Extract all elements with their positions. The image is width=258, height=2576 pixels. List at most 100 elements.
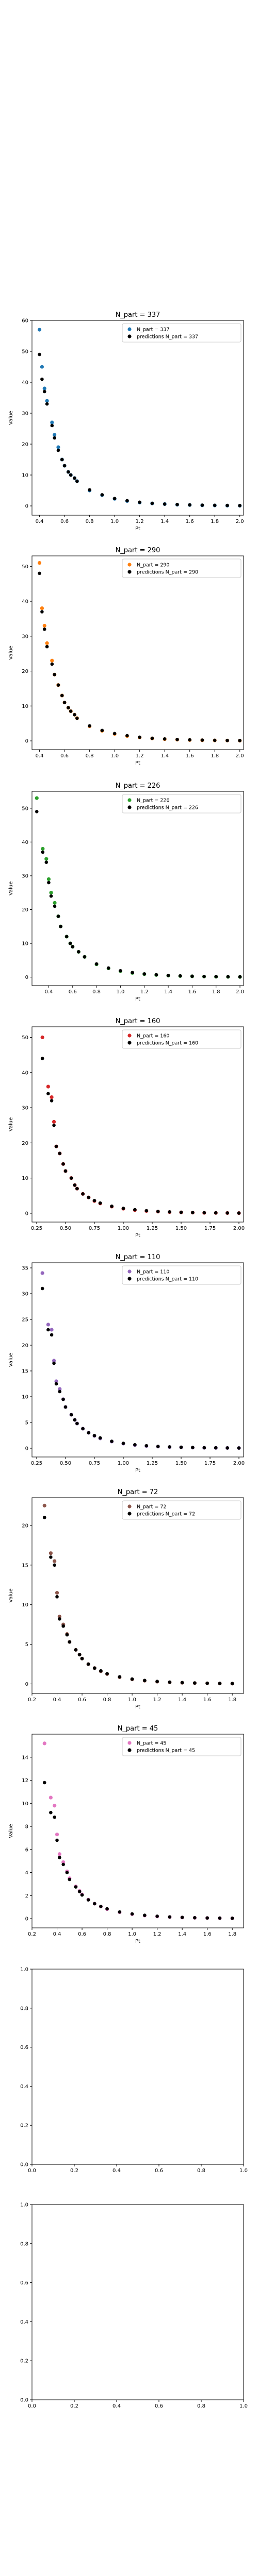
data-point: [49, 1795, 53, 1800]
data-point: [143, 1679, 147, 1683]
data-point: [46, 1323, 50, 1327]
data-point: [63, 1169, 68, 1173]
data-point: [83, 955, 87, 959]
plot-area: [31, 320, 244, 516]
data-point: [202, 1211, 206, 1215]
data-point: [98, 1201, 102, 1205]
x-tick-label: 0.0: [28, 2168, 36, 2174]
data-point: [65, 1633, 69, 1637]
data-point: [213, 503, 217, 507]
data-point: [69, 1176, 73, 1180]
data-point: [112, 732, 117, 736]
x-tick-label: 1.4: [160, 519, 169, 524]
data-point: [62, 464, 67, 468]
data-point: [37, 328, 42, 332]
y-tick-label: 50: [22, 349, 28, 355]
data-point: [49, 1810, 53, 1815]
legend-frame: [122, 1737, 241, 1756]
data-point: [86, 1662, 90, 1666]
series-data: [40, 1035, 241, 1215]
data-point: [105, 1907, 109, 1911]
data-point: [144, 1209, 149, 1213]
data-point: [47, 880, 51, 885]
data-point: [61, 1397, 65, 1401]
data-point: [138, 500, 141, 504]
x-tick-label: 1.25: [147, 1461, 158, 1466]
legend-marker: [127, 1033, 132, 1038]
y-tick-label: 0.4: [20, 2084, 28, 2090]
data-point: [75, 716, 79, 720]
legend-entry: predictions N_part = 45: [137, 1748, 195, 1754]
x-tick-label: 1.2: [153, 1697, 162, 1703]
data-point: [225, 1446, 229, 1450]
data-point: [225, 503, 229, 507]
x-tick-label: 2.0: [236, 519, 244, 524]
x-tick-label: 1.6: [186, 753, 194, 759]
data-point: [50, 423, 54, 428]
subplot-5: 0.25 0.50 0.75 1.00 1.25 1.50 1.75 2.00 0 5 10 15 20…: [8, 1253, 245, 1473]
legend-marker: [127, 1748, 132, 1752]
y-tick-label: 0: [25, 739, 28, 744]
series-predictions: [38, 352, 242, 507]
data-point: [40, 1057, 44, 1060]
plot-area: [31, 1497, 244, 1694]
x-tick-label: 0.4: [44, 989, 53, 995]
y-tick-label: 50: [22, 1035, 28, 1041]
data-point: [87, 1431, 91, 1435]
legend-entry: predictions N_part = 110: [137, 1277, 198, 1282]
x-tick-label: 0.75: [89, 1226, 100, 1231]
y-axis-label: Value: [8, 411, 14, 425]
x-tick-label: 0.6: [60, 519, 69, 524]
data-point: [68, 1640, 72, 1644]
subplot-2: 0.4 0.6 0.8 1.0 1.2 1.4 1.6 1.8 2.0 0 10 20 30 40 50 N_…: [8, 547, 244, 766]
x-tick-label: 0.50: [60, 1461, 71, 1466]
x-tick-label: 0.2: [28, 1697, 36, 1703]
data-point: [53, 1559, 57, 1563]
legend-entry: N_part = 110: [137, 1269, 169, 1275]
data-point: [226, 975, 230, 979]
x-axis-label: Pt: [135, 1233, 140, 1239]
y-tick-label: 15: [22, 1369, 28, 1375]
data-point: [40, 1035, 44, 1040]
data-point: [138, 735, 141, 739]
legend: N_part = 72 predictions N_part = 72: [122, 1500, 241, 1520]
x-axis-label: Pt: [135, 1704, 140, 1710]
data-point: [77, 1653, 82, 1656]
legend-marker: [127, 798, 132, 802]
legend-entry: N_part = 160: [137, 1033, 169, 1039]
data-point: [188, 503, 191, 507]
data-point: [99, 1905, 103, 1908]
x-tick-label: 1.4: [178, 1697, 186, 1703]
series-predictions: [42, 1781, 234, 1920]
data-point: [55, 1833, 59, 1837]
data-point: [121, 1442, 125, 1445]
data-point: [40, 1271, 44, 1275]
data-point: [42, 389, 46, 394]
y-tick-label: 0: [25, 975, 28, 980]
data-point: [168, 1680, 172, 1684]
x-tick-label: 1.50: [175, 1461, 187, 1466]
data-point: [50, 1328, 54, 1332]
y-axis-label: Value: [8, 1353, 14, 1367]
x-tick-label: 0.8: [86, 753, 94, 759]
legend: N_part = 110 predictions N_part = 110: [122, 1265, 241, 1285]
data-point: [63, 1405, 68, 1409]
data-point: [168, 1445, 171, 1449]
x-tick-label: 0.6: [69, 989, 77, 995]
x-tick-label: 1.00: [118, 1461, 129, 1466]
x-tick-label: 0.4: [112, 2403, 121, 2409]
x-tick-label: 1.0: [116, 989, 124, 995]
x-tick-label: 0.4: [36, 753, 44, 759]
data-point: [175, 503, 179, 506]
data-point: [166, 974, 170, 977]
data-point: [69, 709, 73, 713]
x-axis-label: Pt: [135, 526, 140, 532]
x-tick-label: 1.75: [204, 1461, 216, 1466]
y-tick-label: 20: [22, 1523, 28, 1529]
data-point: [73, 476, 76, 480]
y-tick-label: 30: [22, 1292, 28, 1297]
data-point: [99, 1669, 103, 1673]
data-point: [42, 623, 46, 628]
data-point: [54, 1144, 58, 1148]
data-point: [58, 1617, 61, 1621]
